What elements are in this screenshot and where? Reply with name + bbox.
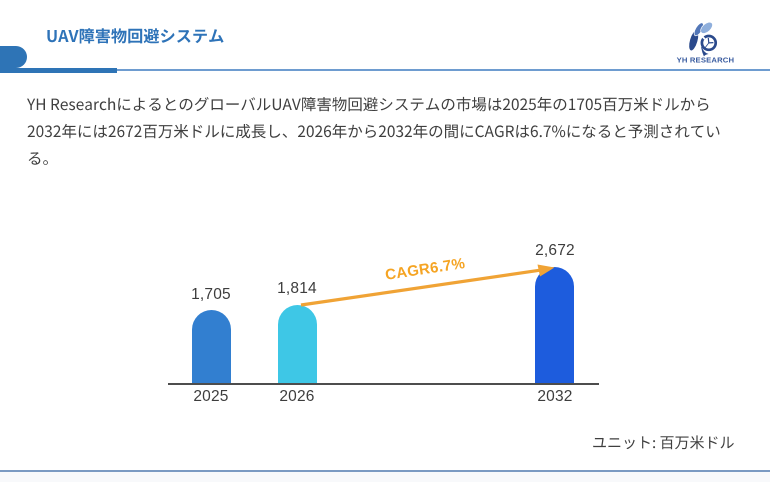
svg-text:YH RESEARCH: YH RESEARCH xyxy=(677,55,735,64)
